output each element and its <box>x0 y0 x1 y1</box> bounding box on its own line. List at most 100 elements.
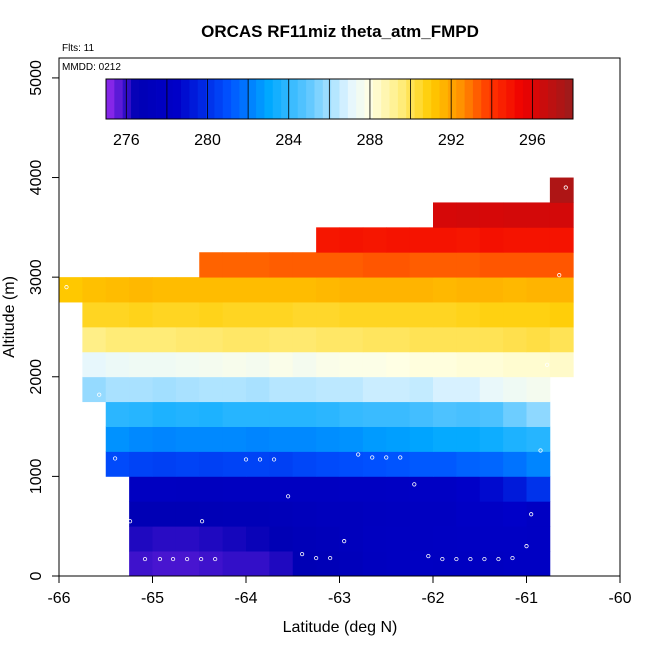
colorbar-segment <box>556 79 566 119</box>
heatmap-cell <box>386 326 411 353</box>
heatmap-cell <box>269 551 294 577</box>
heatmap-cell <box>339 302 364 328</box>
heatmap-cell <box>175 277 200 303</box>
heatmap-cell <box>479 227 504 253</box>
heatmap-cell <box>129 401 153 427</box>
heatmap-cell <box>199 326 224 353</box>
heatmap-cell <box>456 376 481 403</box>
heatmap-cell <box>339 551 364 577</box>
colorbar-segment <box>447 79 457 119</box>
colorbar-tick-label: 292 <box>438 132 465 149</box>
observation-point <box>342 539 347 544</box>
heatmap-cell <box>152 302 177 328</box>
observation-point <box>440 556 445 562</box>
heatmap-cell <box>246 551 270 577</box>
colorbar-segment <box>347 79 357 119</box>
observation-point <box>384 455 389 460</box>
heatmap-cell <box>503 202 527 228</box>
heatmap-cell <box>246 376 270 403</box>
heatmap-cell <box>175 551 200 577</box>
heatmap-cell <box>339 277 364 303</box>
colorbar-segment <box>164 79 174 119</box>
colorbar-segment <box>514 79 524 119</box>
observation-point <box>97 392 102 397</box>
heatmap-cell <box>503 476 527 502</box>
heatmap-cell <box>479 476 504 502</box>
heatmap-cell <box>269 401 294 427</box>
heatmap-cell <box>152 501 177 527</box>
heatmap-cell <box>433 501 457 527</box>
y-tick-label: 1000 <box>28 458 45 494</box>
x-tick-label: -60 <box>608 590 631 607</box>
heatmap-cell <box>456 426 481 452</box>
heatmap-cell <box>433 202 457 228</box>
heatmap-cell <box>526 451 551 477</box>
heatmap-cell <box>316 526 340 552</box>
heatmap-cell <box>386 451 411 477</box>
heatmap-cell <box>269 476 294 502</box>
colorbar-segment <box>414 79 424 119</box>
heatmap-cell <box>503 501 527 527</box>
heatmap-cell <box>456 277 481 303</box>
heatmap-cell <box>129 501 153 527</box>
colorbar-segment <box>264 79 274 119</box>
observation-point <box>510 555 515 561</box>
heatmap-cell <box>129 376 153 403</box>
heatmap-cell <box>292 302 317 328</box>
observation-point <box>257 457 263 462</box>
heatmap-cell <box>433 277 457 303</box>
heatmap-cell <box>362 426 387 452</box>
heatmap-cell <box>222 302 247 328</box>
heatmap-cell <box>269 376 294 403</box>
observation-point <box>157 556 163 562</box>
heatmap-cell <box>503 426 527 452</box>
heatmap-cell <box>433 376 457 403</box>
heatmap-cell <box>456 476 481 502</box>
heatmap-cell <box>292 326 317 353</box>
heatmap-cell <box>526 376 551 403</box>
heatmap-cell <box>129 451 153 477</box>
observation-point <box>199 519 205 524</box>
heatmap-cell <box>105 426 130 452</box>
observation-point <box>538 448 543 453</box>
heatmap-cell <box>246 277 270 303</box>
colorbar-segment <box>564 79 574 119</box>
heatmap-cell <box>503 227 527 253</box>
colorbar-segment <box>239 79 249 119</box>
colorbar-segment <box>331 79 340 119</box>
colorbar-segment <box>256 79 265 119</box>
y-tick-label: 0 <box>28 571 45 580</box>
heatmap-cell <box>269 426 294 452</box>
heatmap-cell <box>339 351 364 378</box>
heatmap-cell <box>292 252 317 278</box>
heatmap-cell <box>386 351 411 378</box>
heatmap-cell <box>82 302 107 328</box>
heatmap-cell <box>456 202 481 228</box>
heatmap-cell <box>503 351 527 378</box>
heatmap-cell <box>339 227 364 253</box>
heatmap-cell <box>433 426 457 452</box>
observation-point <box>243 457 249 462</box>
heatmap-cell <box>433 401 457 427</box>
observation-point <box>285 494 291 499</box>
observation-point <box>213 556 218 562</box>
observation-point <box>299 551 305 557</box>
heatmap-cell <box>152 426 177 452</box>
heatmap-cell <box>526 326 551 353</box>
heatmap-cell <box>152 451 177 477</box>
heatmap-cell <box>246 451 270 477</box>
heatmap-cell <box>456 451 481 477</box>
heatmap-cell <box>526 252 551 278</box>
heatmap-cell <box>152 326 177 353</box>
heatmap-cell <box>503 451 527 477</box>
heatmap-cell <box>246 526 270 552</box>
heatmap-cell <box>456 252 481 278</box>
heatmap-cell <box>175 351 200 378</box>
observation-point <box>496 556 501 562</box>
observation-point <box>64 285 69 290</box>
x-tick-label: -61 <box>515 590 538 607</box>
heatmap-cell <box>549 302 574 328</box>
x-axis: -66 -65 -64 -63 -62 -61 -60 <box>47 576 632 607</box>
heatmap-cell <box>175 426 200 452</box>
heatmap-cell <box>269 526 294 552</box>
